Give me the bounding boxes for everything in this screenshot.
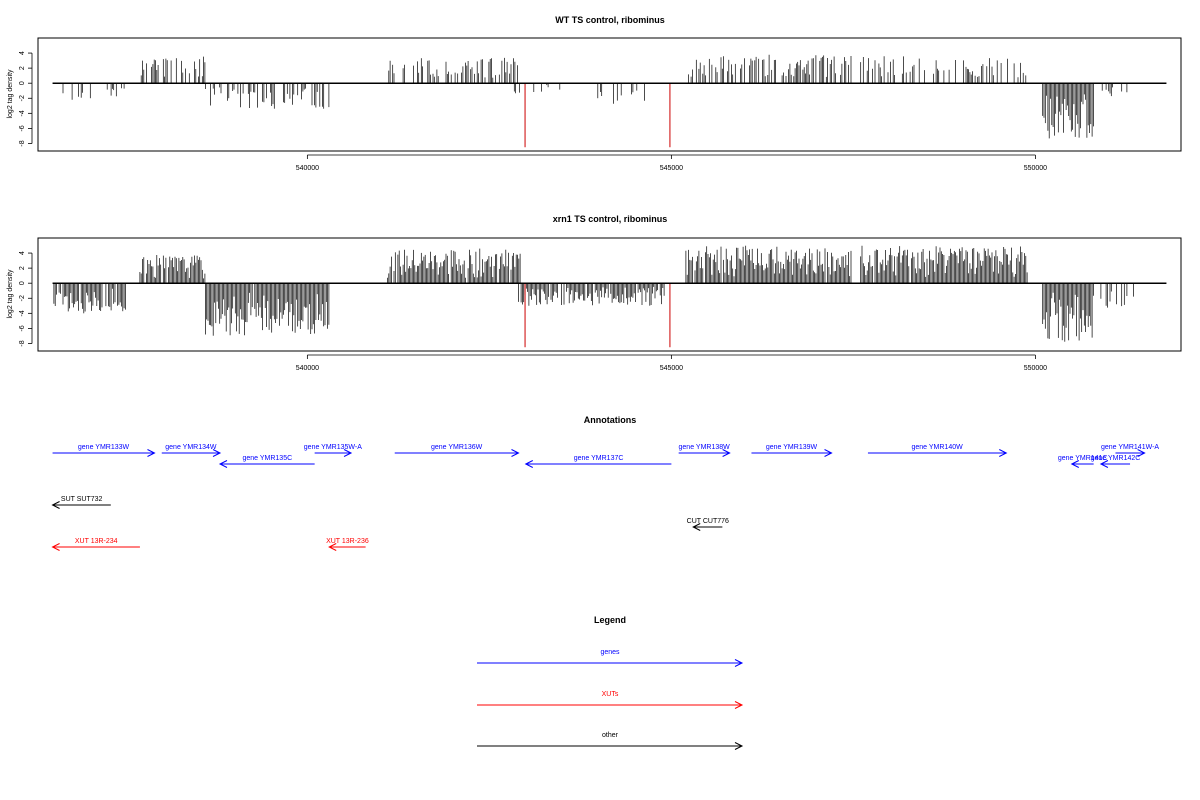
annotation-feature: gene YMR141C [1058, 455, 1108, 468]
feature-label: XUT 13R-236 [326, 538, 369, 545]
annotations-track: Annotations gene YMR133W gene YMR134Wgene… [51, 415, 1159, 551]
feature-arrow-head [722, 449, 731, 457]
legend-label: genes [600, 649, 620, 656]
annotation-feature: XUT 13R-236 [326, 538, 369, 551]
annotation-feature: gene YMR133W [52, 444, 156, 457]
feature-arrow-head [51, 501, 60, 509]
y-tick-label: -2 [19, 295, 26, 301]
y-tick-label: -8 [19, 340, 26, 346]
annotation-feature: CUT CUT776 [687, 518, 729, 531]
annotation-feature: gene YMR139W [751, 444, 833, 457]
y-tick-label: 4 [19, 51, 26, 55]
legend-title: Legend [594, 615, 626, 625]
feature-label: gene YMR133W [78, 444, 130, 451]
y-tick-label: -2 [19, 95, 26, 101]
feature-label: gene YMR136W [431, 444, 483, 451]
feature-arrow-head [511, 449, 520, 457]
y-tick-label: 4 [19, 251, 26, 255]
annotation-feature: gene YMR135W-A [304, 444, 362, 457]
y-tick-label: 2 [19, 66, 26, 70]
annotation-feature: gene YMR134W [161, 444, 222, 457]
annotation-feature: gene YMR140W [867, 444, 1008, 457]
feature-arrow-head [51, 543, 60, 551]
x-tick-label: 540000 [296, 365, 319, 372]
x-tick-label: 550000 [1024, 365, 1047, 372]
feature-arrow-head [147, 449, 156, 457]
legend-items: genes XUTs other [477, 649, 744, 750]
xrn1-y-axis-label: log2 tag density [7, 269, 14, 319]
feature-label: XUT 13R-234 [75, 538, 118, 545]
legend-item: XUTs [477, 691, 744, 709]
feature-label: gene YMR138W [679, 444, 731, 451]
annotation-feature: SUT SUT732 [51, 496, 111, 509]
feature-arrow-head [218, 460, 228, 468]
feature-arrow-head [692, 523, 701, 531]
feature-label: gene YMR135C [242, 455, 292, 462]
wt-density-panel: WT TS control, ribominus log2 tag densit… [7, 15, 1182, 172]
annotations-title: Annotations [584, 415, 637, 425]
feature-arrow-head [524, 460, 534, 468]
wt-bars [52, 54, 1167, 148]
annotation-feature: gene YMR137C [524, 455, 672, 468]
feature-arrow-head [999, 449, 1008, 457]
xrn1-panel-title: xrn1 TS control, ribominus [553, 214, 668, 224]
legend-item: genes [477, 649, 744, 667]
annotation-feature: XUT 13R-234 [51, 538, 140, 551]
annotation-features: gene YMR133W gene YMR134W gene YMR135C gene… [51, 444, 1159, 551]
legend: Legend genes XUTs other [477, 615, 744, 750]
y-tick-label: 0 [19, 281, 26, 285]
feature-arrow-head [328, 543, 337, 551]
feature-arrow-head [1137, 449, 1146, 457]
feature-label: gene YMR141C [1058, 455, 1108, 462]
y-tick-label: 2 [19, 266, 26, 270]
feature-label: SUT SUT732 [61, 496, 103, 503]
legend-label: XUTs [602, 691, 619, 698]
feature-label: gene YMR141W-A [1101, 444, 1159, 451]
feature-label: gene YMR140W [911, 444, 963, 451]
legend-arrow-head [734, 659, 744, 667]
x-tick-label: 545000 [660, 365, 683, 372]
feature-arrow-head [824, 449, 833, 457]
feature-arrow-head [343, 449, 353, 457]
legend-arrow-head [734, 701, 744, 709]
legend-label: other [602, 732, 619, 739]
x-tick-label: 550000 [1024, 165, 1047, 172]
xrn1-y-axis: -8 -6 -4 -2 0 2 4 [19, 251, 33, 347]
wt-y-axis: -8 -6 -4 -2 0 2 4 [19, 51, 33, 147]
feature-label: CUT CUT776 [687, 518, 729, 525]
wt-y-axis-label: log2 tag density [7, 69, 14, 119]
feature-arrow-head [1070, 460, 1080, 468]
y-tick-label: -6 [19, 125, 26, 131]
annotation-feature: gene YMR135C [218, 455, 315, 468]
y-tick-label: 0 [19, 81, 26, 85]
x-tick-label: 545000 [660, 165, 683, 172]
y-tick-label: -4 [19, 310, 26, 316]
annotation-feature: gene YMR138W [679, 444, 731, 457]
wt-plot-frame [37, 37, 1182, 152]
feature-label: gene YMR139W [766, 444, 818, 451]
feature-label: gene YMR135W-A [304, 444, 362, 451]
feature-arrow-head [1099, 460, 1109, 468]
legend-arrow-head [734, 742, 744, 750]
x-tick-label: 540000 [296, 165, 319, 172]
y-tick-label: -4 [19, 110, 26, 116]
legend-item: other [477, 732, 744, 750]
feature-label: gene YMR134W [165, 444, 217, 451]
y-tick-label: -8 [19, 140, 26, 146]
feature-arrow-head [212, 449, 222, 457]
xrn1-x-axis: 540000 545000 550000 [296, 354, 1047, 372]
wt-x-axis: 540000 545000 550000 [296, 154, 1047, 172]
annotation-feature: gene YMR136W [394, 444, 520, 457]
xrn1-bars [52, 245, 1167, 348]
xrn1-density-panel: xrn1 TS control, ribominus log2 tag dens… [7, 214, 1182, 372]
feature-label: gene YMR137C [574, 455, 624, 462]
xrn1-plot-frame [37, 237, 1182, 352]
y-tick-label: -6 [19, 325, 26, 331]
annotation-feature: gene YMR142C [1091, 455, 1141, 468]
feature-label: gene YMR142C [1091, 455, 1141, 462]
annotation-feature: gene YMR141W-A [1101, 444, 1159, 457]
wt-panel-title: WT TS control, ribominus [555, 15, 665, 25]
